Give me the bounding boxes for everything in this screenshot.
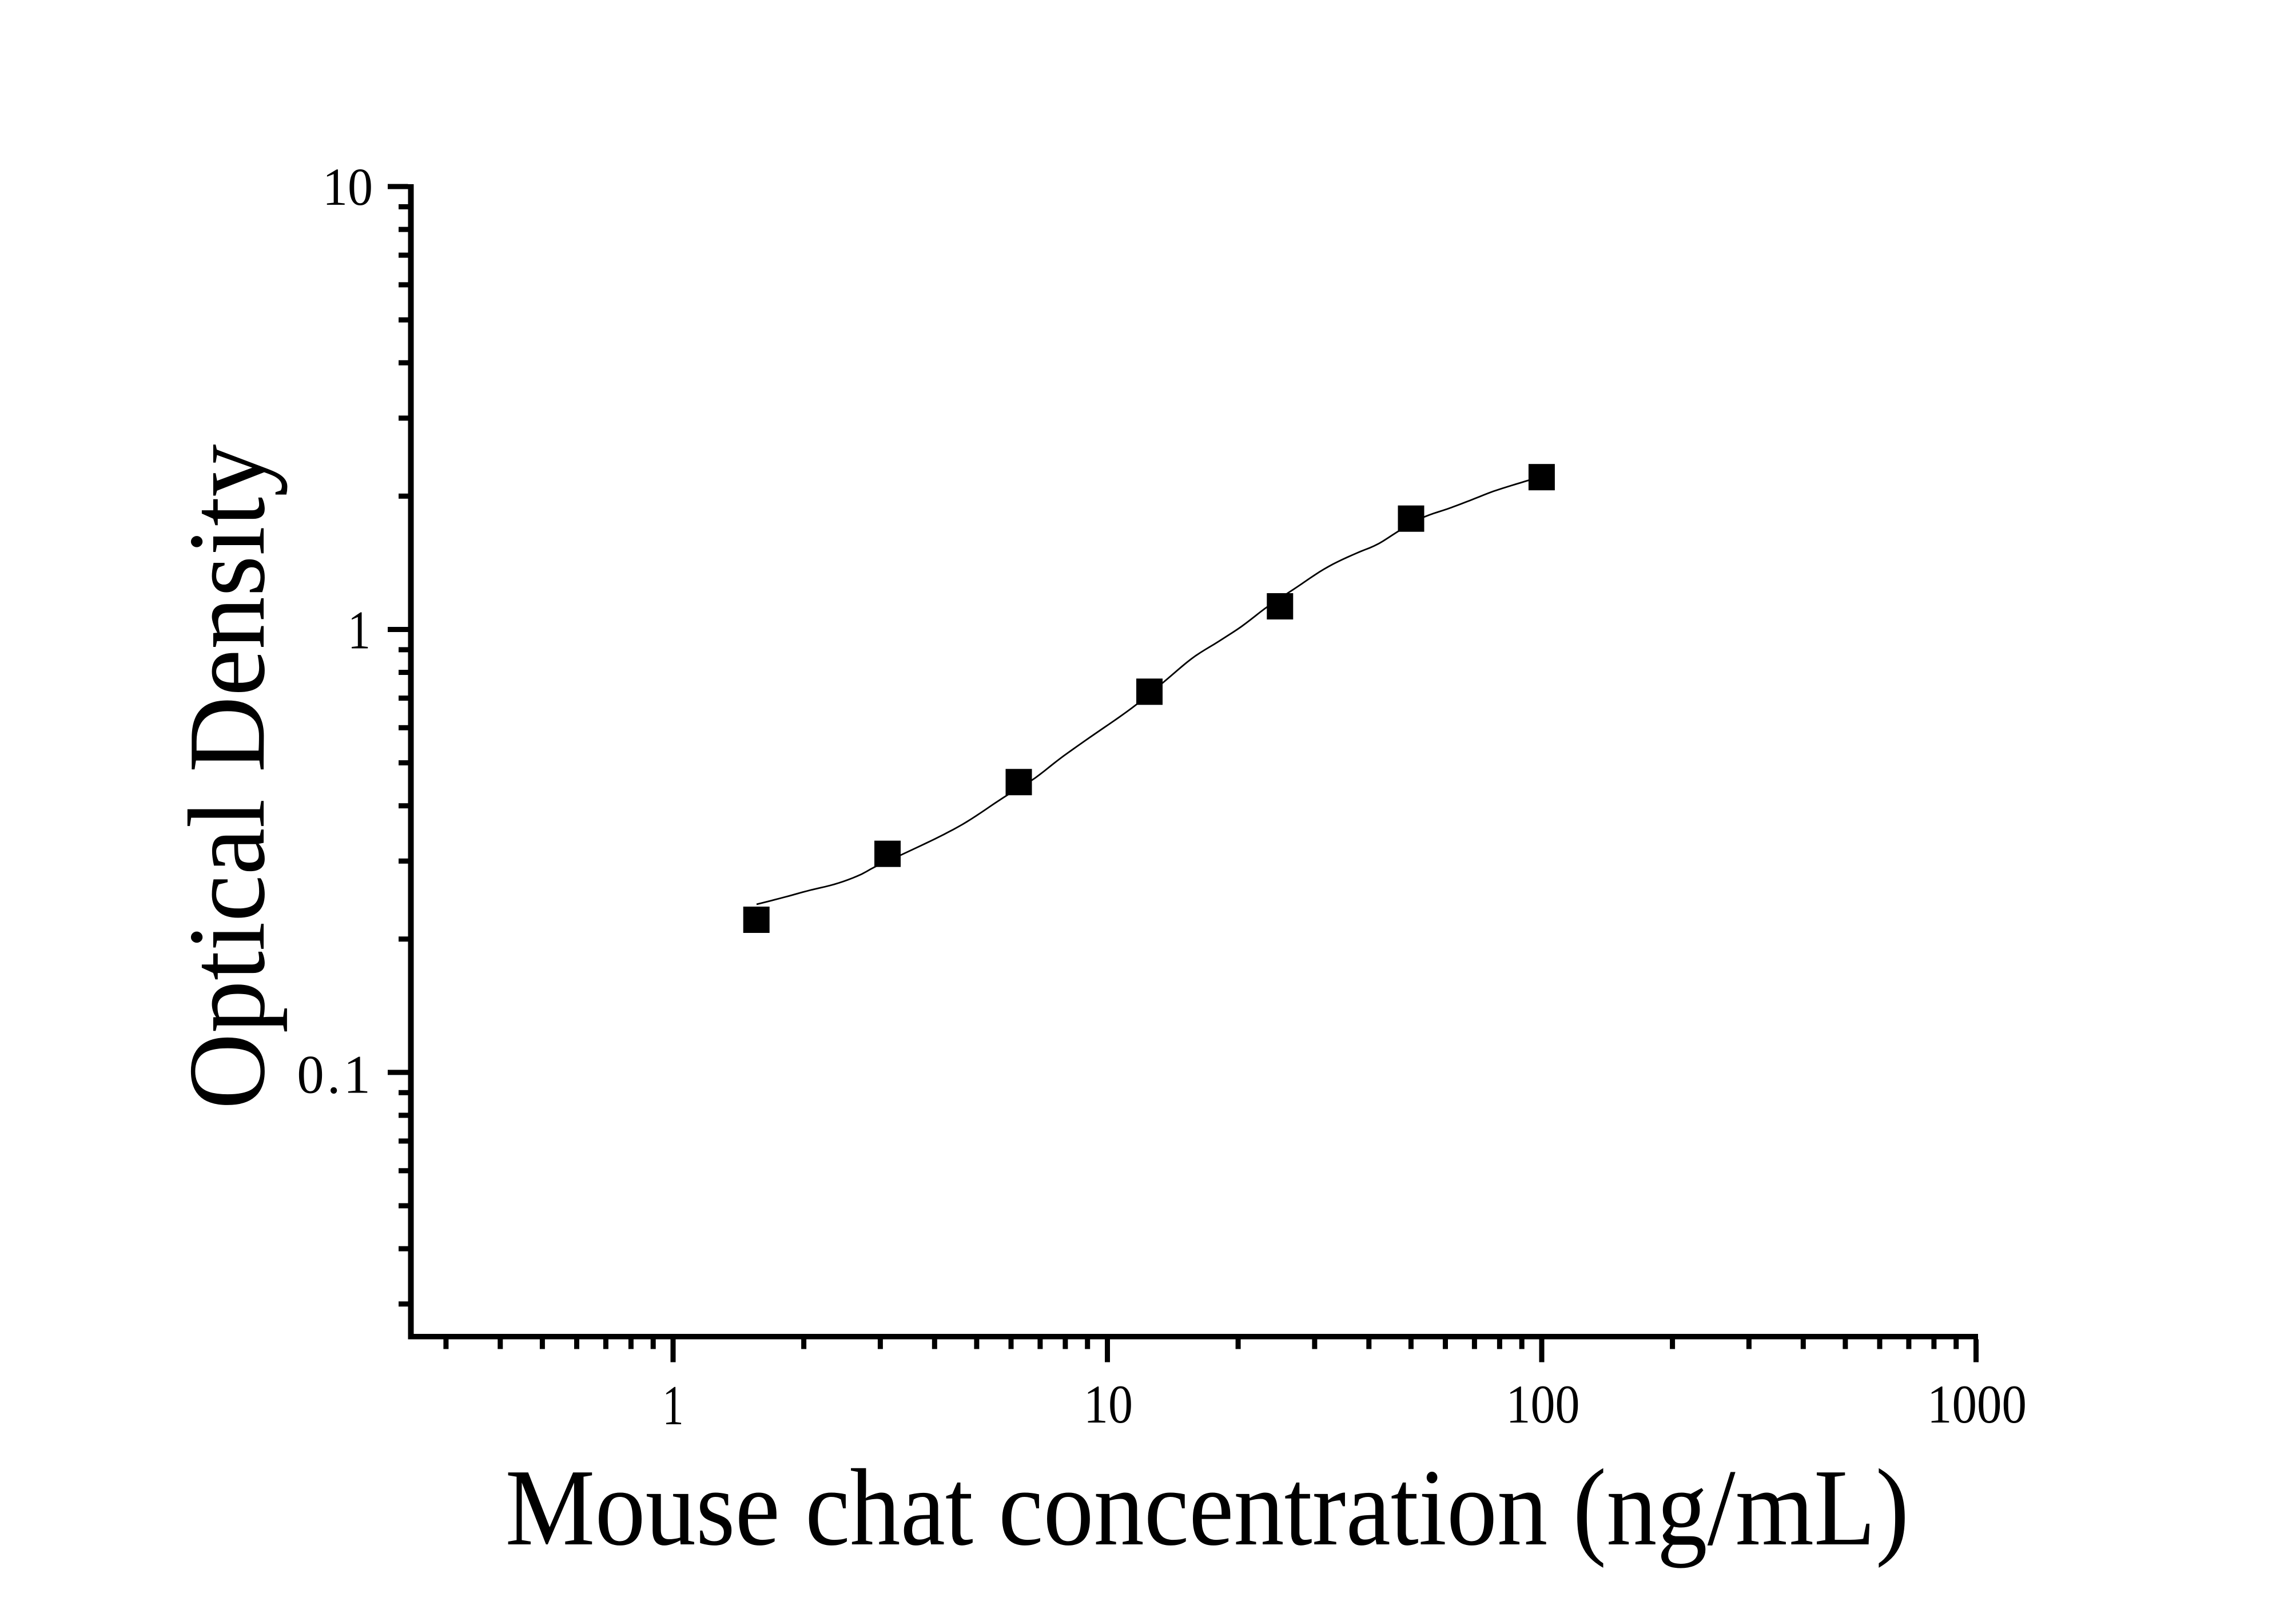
svg-text:1: 1: [663, 1374, 684, 1437]
svg-text:Optical Density: Optical Density: [166, 444, 288, 1110]
svg-text:1000: 1000: [1927, 1374, 2027, 1435]
svg-text:10: 10: [323, 158, 373, 217]
svg-text:0.1: 0.1: [297, 1044, 373, 1105]
svg-text:1: 1: [348, 600, 371, 661]
svg-text:Mouse chat concentration (ng/m: Mouse chat concentration (ng/mL): [506, 1447, 1909, 1568]
svg-text:100: 100: [1506, 1374, 1580, 1435]
svg-text:10: 10: [1084, 1374, 1133, 1435]
